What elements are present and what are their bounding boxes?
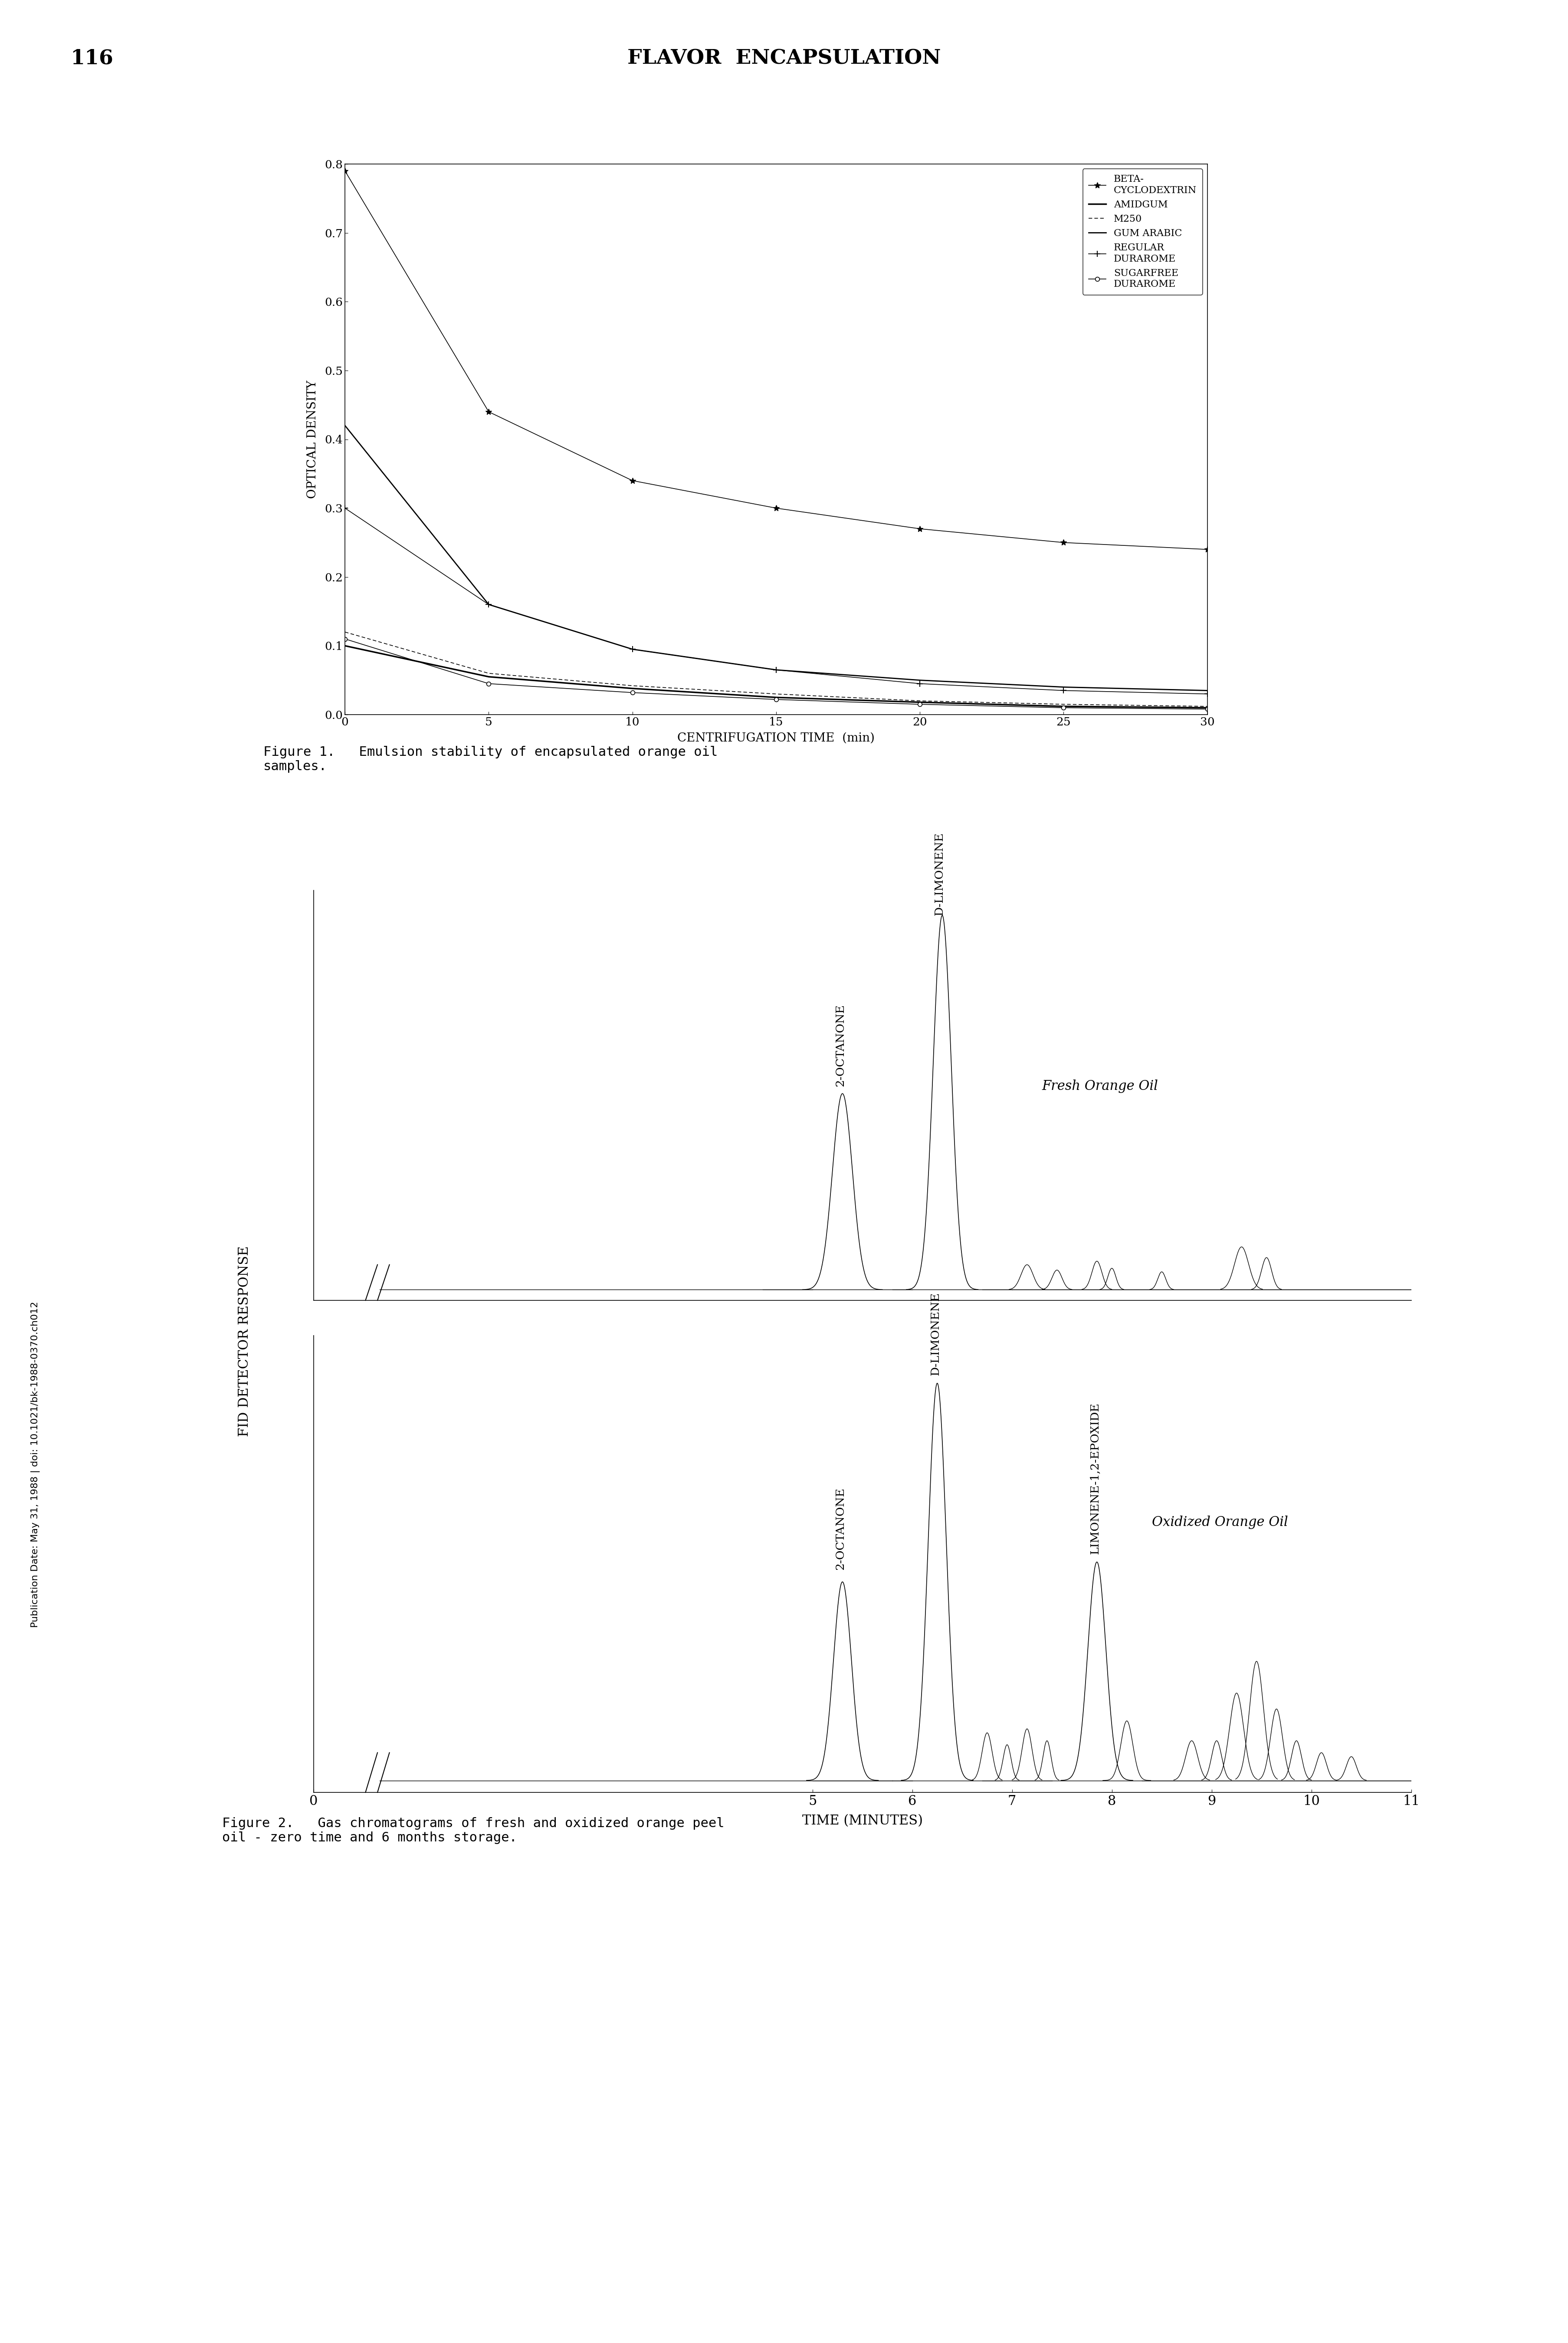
X-axis label: CENTRIFUGATION TIME  (min): CENTRIFUGATION TIME (min) (677, 733, 875, 745)
Text: Figure 2.   Gas chromatograms of fresh and oxidized orange peel
oil - zero time : Figure 2. Gas chromatograms of fresh and… (223, 1818, 724, 1844)
Text: Publication Date: May 31, 1988 | doi: 10.1021/bk-1988-0370.ch012: Publication Date: May 31, 1988 | doi: 10… (31, 1300, 39, 1628)
Text: FLAVOR  ENCAPSULATION: FLAVOR ENCAPSULATION (627, 49, 941, 68)
Text: FID DETECTOR RESPONSE: FID DETECTOR RESPONSE (238, 1246, 251, 1436)
Text: D-LIMONENE: D-LIMONENE (930, 1291, 941, 1375)
Text: 2-OCTANONE: 2-OCTANONE (836, 1005, 845, 1087)
Text: LIMONENE-1,2-EPOXIDE: LIMONENE-1,2-EPOXIDE (1090, 1401, 1101, 1553)
Y-axis label: OPTICAL DENSITY: OPTICAL DENSITY (307, 380, 318, 499)
Text: Figure 1.   Emulsion stability of encapsulated orange oil
samples.: Figure 1. Emulsion stability of encapsul… (263, 745, 718, 773)
Text: Oxidized Orange Oil: Oxidized Orange Oil (1152, 1516, 1287, 1530)
X-axis label: TIME (MINUTES): TIME (MINUTES) (803, 1813, 922, 1828)
Text: 116: 116 (71, 49, 113, 68)
Legend: BETA-
CYCLODEXTRIN, AMIDGUM, M250, GUM ARABIC, REGULAR
DURAROME, SUGARFREE
DURAR: BETA- CYCLODEXTRIN, AMIDGUM, M250, GUM A… (1083, 169, 1203, 295)
Text: 2-OCTANONE: 2-OCTANONE (836, 1488, 845, 1570)
Text: Fresh Orange Oil: Fresh Orange Oil (1043, 1080, 1159, 1094)
Text: D-LIMONENE: D-LIMONENE (935, 832, 944, 916)
